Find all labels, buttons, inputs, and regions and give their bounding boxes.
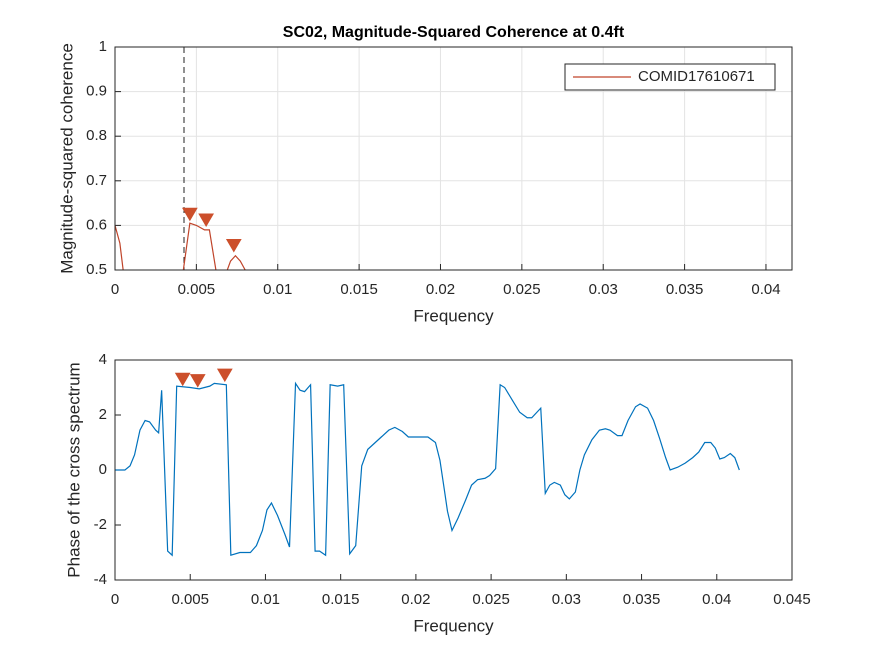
axes-box xyxy=(114,359,793,581)
x-tick-label: 0.015 xyxy=(340,281,378,298)
peak-marker xyxy=(216,368,233,383)
y-tick-label: 1 xyxy=(99,38,107,55)
peak-marker xyxy=(225,238,242,253)
peak-marker xyxy=(198,213,215,228)
x-tick-label: 0.025 xyxy=(472,591,510,608)
peak-marker xyxy=(181,207,198,222)
y-tick-label: 4 xyxy=(99,351,107,368)
x-tick-label: 0.005 xyxy=(178,281,216,298)
legend-label: COMID17610671 xyxy=(638,68,755,85)
y-tick-label: 0.9 xyxy=(86,83,107,100)
y-axis-label: Phase of the cross spectrum xyxy=(64,362,83,577)
x-tick-label: 0 xyxy=(111,281,119,298)
chart-title: SC02, Magnitude-Squared Coherence at 0.4… xyxy=(283,24,625,41)
peak-marker xyxy=(189,374,206,388)
y-tick-label: -4 xyxy=(94,571,107,588)
y-tick-label: 0.5 xyxy=(86,261,107,278)
x-tick-label: 0.02 xyxy=(401,591,430,608)
x-tick-label: 0.015 xyxy=(322,591,360,608)
x-tick-label: 0.02 xyxy=(426,281,455,298)
y-tick-label: 0.8 xyxy=(86,127,107,144)
x-axis-label: Frequency xyxy=(413,616,494,635)
x-tick-label: 0.01 xyxy=(251,591,280,608)
x-tick-label: 0.045 xyxy=(773,591,811,608)
x-axis-label: Frequency xyxy=(413,306,494,325)
x-tick-label: 0.035 xyxy=(666,281,704,298)
x-tick-label: 0.04 xyxy=(702,591,731,608)
x-tick-label: 0.03 xyxy=(552,591,581,608)
y-tick-label: 0.6 xyxy=(86,216,107,233)
y-axis-label: Magnitude-squared coherence xyxy=(57,43,76,274)
plot-area xyxy=(115,360,792,580)
y-tick-label: 0.7 xyxy=(86,172,107,189)
x-tick-label: 0.005 xyxy=(171,591,209,608)
axes-box xyxy=(114,46,793,271)
x-tick-label: 0.04 xyxy=(751,281,780,298)
y-tick-label: 2 xyxy=(99,406,107,423)
x-tick-label: 0.01 xyxy=(263,281,292,298)
x-tick-label: 0.025 xyxy=(503,281,541,298)
x-tick-label: 0.03 xyxy=(589,281,618,298)
y-tick-label: -2 xyxy=(94,516,107,533)
x-tick-label: 0 xyxy=(111,591,119,608)
peak-marker xyxy=(174,372,191,387)
y-tick-label: 0 xyxy=(99,461,107,478)
data-line xyxy=(115,381,740,557)
data-line xyxy=(115,222,246,270)
x-tick-label: 0.035 xyxy=(623,591,661,608)
